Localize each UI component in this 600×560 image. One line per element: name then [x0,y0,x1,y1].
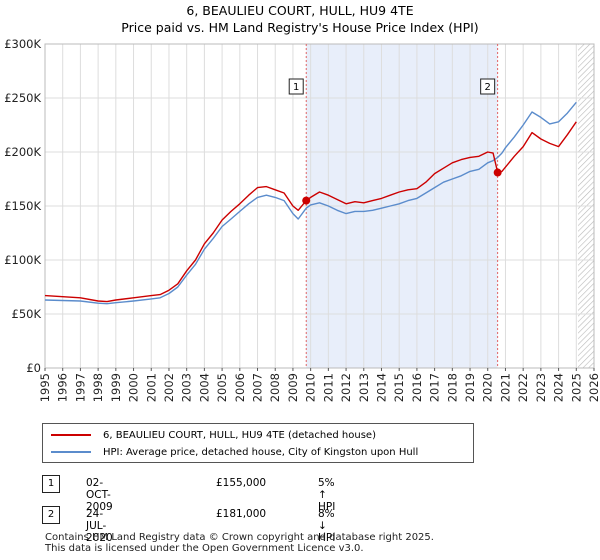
y-tick-label: £150K [4,199,41,213]
x-tick-label: 1995 [38,373,52,402]
sale-marker-box [288,78,304,95]
legend-item-property: 6, BEAULIEU COURT, HULL, HU9 4TE (detach… [51,427,376,443]
y-tick-label: £300K [4,37,41,51]
x-tick-label: 2014 [374,373,388,402]
annotation-price: £181,000 [216,508,267,520]
plot-border [44,43,595,369]
x-tick-label: 2000 [127,373,141,402]
x-tick-label: 1999 [109,373,123,402]
sale-point [493,168,502,177]
x-tick-label: 2021 [498,373,512,402]
x-tick-label: 2010 [304,373,318,402]
y-tick-label: £100K [4,253,41,267]
annotation-number: 2 [42,506,60,524]
x-tick-label: 2003 [180,373,194,402]
legend-label-hpi: HPI: Average price, detached house, City… [103,446,419,458]
legend-swatch-property [51,434,91,436]
legend-item-hpi: HPI: Average price, detached house, City… [51,444,418,460]
sale-marker-label: 1 [293,82,299,93]
x-tick-label: 2007 [251,373,265,402]
chart-legend: 6, BEAULIEU COURT, HULL, HU9 4TE (detach… [42,423,474,463]
annotation-date: 02-OCT-2009 [86,477,113,513]
x-tick-label: 2004 [197,373,211,402]
x-tick-label: 2022 [516,373,530,402]
x-tick-label: 2006 [233,373,247,402]
annotation-hpi-delta: 5% ↑ HPI [318,477,336,513]
footer-line-2: This data is licensed under the Open Gov… [45,543,364,554]
annotation-date: 24-JUL-2020 [86,508,113,544]
legend-swatch-hpi [51,451,91,453]
x-tick-label: 2009 [286,373,300,402]
x-tick-label: 2020 [481,373,495,402]
footer-attribution: Contains HM Land Registry data © Crown c… [45,532,434,554]
footer-line-1: Contains HM Land Registry data © Crown c… [45,532,434,543]
annotation-price: £155,000 [216,477,267,489]
x-tick-label: 2018 [445,373,459,402]
x-tick-label: 2005 [215,373,229,402]
x-tick-label: 2002 [162,373,176,402]
x-tick-label: 2008 [268,373,282,402]
chart-title: 6, BEAULIEU COURT, HULL, HU9 4TE [186,3,414,18]
x-tick-label: 2025 [569,373,583,402]
x-tick-label: 2026 [587,373,600,402]
sale-marker-box [480,78,496,95]
x-tick-label: 1997 [73,373,87,402]
x-tick-label: 1996 [56,373,70,402]
x-tick-label: 2017 [428,373,442,402]
x-tick-label: 2011 [321,373,335,402]
x-tick-label: 2016 [410,373,424,402]
sale-marker-label: 2 [484,82,490,93]
series-line-hpi [44,101,577,305]
y-tick-label: £50K [12,307,42,321]
y-tick-label: £0 [26,361,41,375]
x-tick-label: 2001 [144,373,158,402]
x-tick-label: 2015 [392,373,406,402]
chart-subtitle: Price paid vs. HM Land Registry's House … [121,20,479,35]
y-tick-label: £250K [4,91,41,105]
legend-label-property: 6, BEAULIEU COURT, HULL, HU9 4TE (detach… [103,429,376,441]
sale-point [302,196,311,205]
x-tick-label: 2012 [339,373,353,402]
x-tick-label: 2019 [463,373,477,402]
annotation-number: 1 [42,475,60,493]
x-tick-label: 2023 [534,373,548,402]
y-tick-label: £200K [4,145,41,159]
x-tick-label: 2024 [552,373,566,402]
x-tick-label: 1998 [91,373,105,402]
annotation-hpi-delta: 8% ↓ HPI [318,508,336,544]
x-tick-label: 2013 [357,373,371,402]
